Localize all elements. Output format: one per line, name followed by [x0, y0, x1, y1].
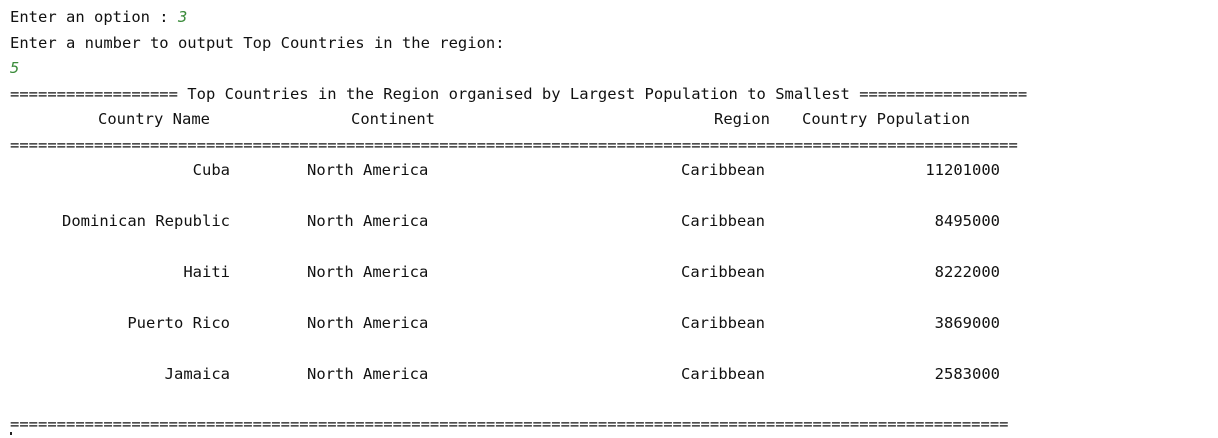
row-3-continent: North America [307, 263, 429, 281]
row-3-population: 8222000 [934, 263, 1000, 281]
number-prompt-line: Enter a number to output Top Countries i… [10, 33, 505, 53]
row-2-country: Dominican Republic [62, 212, 230, 230]
row-1-population: 11201000 [925, 161, 1000, 179]
row-1-region: Caribbean [681, 161, 765, 179]
report-title-line: ================== Top Countries in the … [10, 85, 1028, 103]
header-country-name: Country Name [98, 110, 210, 128]
header-continent: Continent [351, 110, 435, 128]
row-2-continent: North America [307, 212, 429, 230]
option-prompt-line: Enter an option : 3 [10, 7, 187, 27]
number-prompt-label: Enter a number to output Top Countries i… [10, 34, 505, 52]
header-divider: ========================================… [10, 136, 1018, 154]
row-4-population: 3869000 [934, 314, 1000, 332]
row-5-continent: North America [307, 365, 429, 383]
row-5-country: Jamaica [164, 365, 230, 383]
text-cursor [10, 432, 12, 435]
header-region: Region [714, 110, 770, 128]
row-1-continent: North America [307, 161, 429, 179]
row-4-country: Puerto Rico [127, 314, 230, 332]
header-country-population: Country Population [802, 110, 970, 128]
number-input-value: 5 [10, 59, 20, 77]
row-4-region: Caribbean [681, 314, 765, 332]
row-2-population: 8495000 [934, 212, 1000, 230]
footer-divider: ========================================… [10, 415, 1009, 433]
row-3-country: Haiti [183, 263, 230, 281]
row-3-region: Caribbean [681, 263, 765, 281]
row-1-country: Cuba [192, 161, 230, 179]
row-4-continent: North America [307, 314, 429, 332]
option-input-value: 3 [177, 8, 188, 26]
row-5-region: Caribbean [681, 365, 765, 383]
option-prompt-label: Enter an option : [10, 8, 178, 26]
row-5-population: 2583000 [934, 365, 1000, 383]
row-2-region: Caribbean [681, 212, 765, 230]
